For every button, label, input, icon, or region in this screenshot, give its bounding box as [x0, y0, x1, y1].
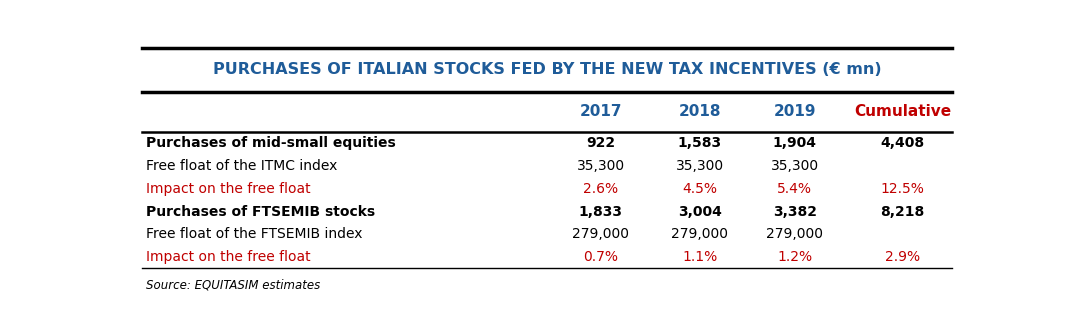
Text: 4,408: 4,408: [880, 136, 924, 150]
Text: 35,300: 35,300: [576, 159, 624, 173]
Text: 1.1%: 1.1%: [682, 250, 717, 264]
Text: 2018: 2018: [679, 104, 721, 119]
Text: Purchases of FTSEMIB stocks: Purchases of FTSEMIB stocks: [146, 205, 375, 218]
Text: 4.5%: 4.5%: [682, 182, 717, 196]
Text: 0.7%: 0.7%: [583, 250, 618, 264]
Text: 2.6%: 2.6%: [583, 182, 618, 196]
Text: 2.9%: 2.9%: [885, 250, 920, 264]
Text: 1,833: 1,833: [578, 205, 622, 218]
Text: 5.4%: 5.4%: [778, 182, 812, 196]
Text: 1.2%: 1.2%: [778, 250, 812, 264]
Text: 8,218: 8,218: [880, 205, 924, 218]
Text: Free float of the FTSEMIB index: Free float of the FTSEMIB index: [146, 227, 363, 241]
Text: 279,000: 279,000: [671, 227, 729, 241]
Text: Purchases of mid-small equities: Purchases of mid-small equities: [146, 136, 396, 150]
Text: 3,382: 3,382: [773, 205, 817, 218]
Text: 2017: 2017: [579, 104, 622, 119]
Text: Source: EQUITASIM estimates: Source: EQUITASIM estimates: [146, 279, 320, 292]
Text: 279,000: 279,000: [766, 227, 824, 241]
Text: 35,300: 35,300: [770, 159, 819, 173]
Text: Impact on the free float: Impact on the free float: [146, 250, 310, 264]
Text: 279,000: 279,000: [572, 227, 630, 241]
Text: 922: 922: [586, 136, 616, 150]
Text: Free float of the ITMC index: Free float of the ITMC index: [146, 159, 337, 173]
Text: 35,300: 35,300: [675, 159, 723, 173]
Text: 2019: 2019: [774, 104, 816, 119]
Text: PURCHASES OF ITALIAN STOCKS FED BY THE NEW TAX INCENTIVES (€ mn): PURCHASES OF ITALIAN STOCKS FED BY THE N…: [212, 62, 881, 77]
Text: 3,004: 3,004: [678, 205, 721, 218]
Text: 12.5%: 12.5%: [880, 182, 924, 196]
Text: 1,904: 1,904: [773, 136, 817, 150]
Text: 1,583: 1,583: [678, 136, 722, 150]
Text: Cumulative: Cumulative: [854, 104, 951, 119]
Text: Impact on the free float: Impact on the free float: [146, 182, 310, 196]
